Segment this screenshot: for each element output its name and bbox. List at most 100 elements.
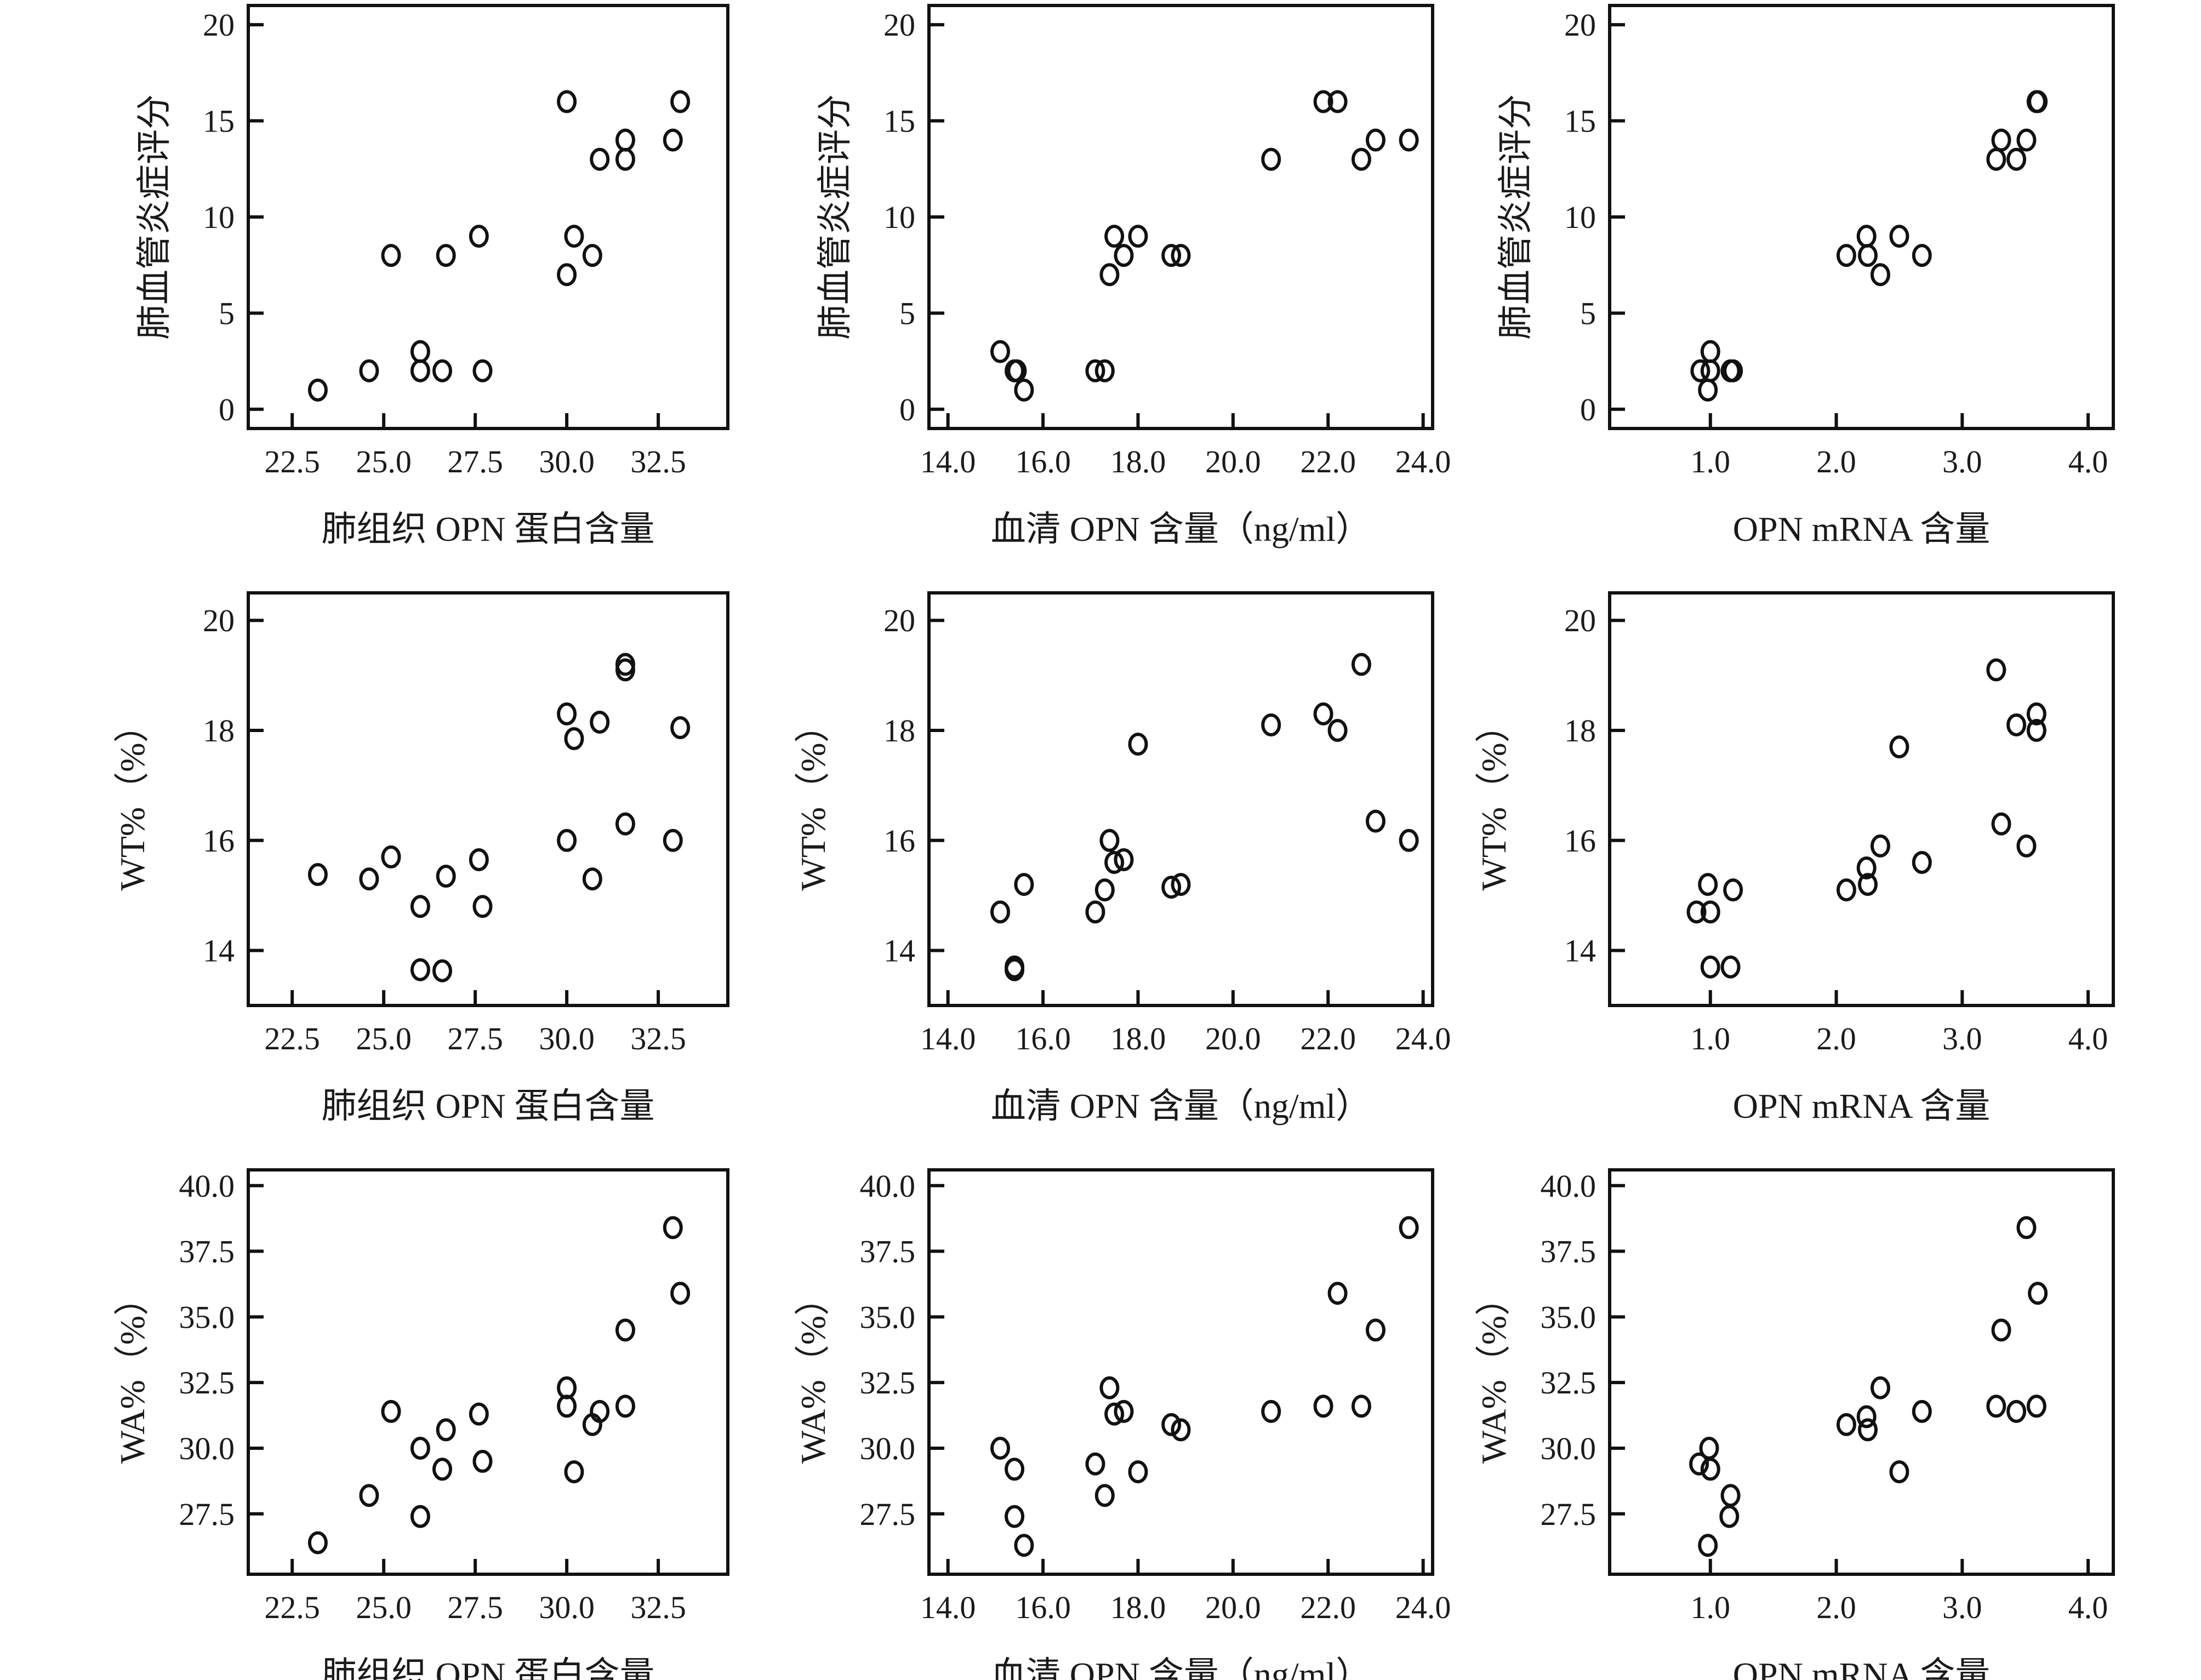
y-tick-label: 35.0 [860,1299,916,1335]
scatter-panel-9: 1.0 2.0 3.0 4.0 27.5 30.0 32.5 35.0 37.5 40.0 OPN … [1474,1168,2115,1680]
data-point [1399,828,1419,852]
x-tick-label: 22.0 [1301,1021,1356,1056]
data-point [469,848,489,871]
data-point [469,1402,489,1426]
x-tick-label: 24.0 [1395,1590,1451,1625]
x-tick-label: 27.5 [447,1590,503,1625]
data-point [1856,856,1877,879]
x-tick-label: 14.0 [920,1590,976,1625]
data-point [2026,719,2046,742]
data-point [1365,128,1385,152]
data-point [1857,873,1878,896]
x-tick-label: 1.0 [1691,1021,1731,1056]
data-point [472,895,493,918]
plot-frame [1608,4,2115,430]
data-point [472,1449,493,1473]
data-point [1836,244,1856,267]
y-axis-title: WA%（%） [1474,1281,1513,1464]
y-axis-title: WT%（%） [794,707,832,890]
x-tick-label: 1.0 [1691,1590,1731,1625]
data-point [359,1484,379,1507]
data-point [557,1395,577,1418]
data-point [1365,1318,1385,1342]
data-point [381,1399,401,1423]
data-point [1700,955,1720,979]
x-axis-title: 血清 OPN 含量（ng/ml） [991,1087,1371,1125]
x-tick-label: 18.0 [1110,444,1166,479]
plot-frame [1608,1168,2115,1576]
data-point [670,90,691,113]
y-axis-title: WT%（%） [113,707,152,890]
data-point [1351,1395,1371,1418]
data-point [1991,812,2011,836]
data-point [1014,1534,1034,1557]
y-tick-label: 20 [883,603,915,638]
data-point [1085,900,1105,924]
x-tick-label: 18.0 [1110,1590,1166,1625]
x-tick-label: 30.0 [539,1021,595,1056]
data-point [2016,128,2037,152]
data-point [381,244,401,267]
y-tick-label: 35.0 [1541,1299,1596,1335]
data-point [1700,359,1720,382]
data-point [1870,1376,1890,1399]
y-tick-label: 16 [883,823,915,859]
x-tick-label: 4.0 [2068,444,2108,479]
data-point [1161,244,1182,267]
y-tick-label: 35.0 [179,1299,235,1335]
plot-frame [1608,591,2115,1007]
data-point [1007,359,1027,382]
data-point [1399,1216,1419,1239]
data-point [432,959,453,982]
data-point [990,900,1011,924]
data-point [1313,1395,1333,1418]
data-point [557,263,577,287]
data-point [557,702,577,725]
data-point [1720,955,1741,979]
data-point [1699,1436,1719,1460]
data-point [564,1460,584,1484]
y-tick-label: 30.0 [1541,1431,1596,1466]
scatter-panel-1: 22.5 25.0 27.5 30.0 32.5 0 5 10 15 20 肺组织 OPN 蛋白含量… [135,4,729,548]
data-point [1094,1484,1115,1507]
x-tick-label: 3.0 [1942,444,1982,479]
data-point [1128,1460,1148,1484]
y-tick-label: 5 [219,295,235,331]
x-axis-title: 肺组织 OPN 蛋白含量 [321,1655,654,1680]
x-tick-label: 22.5 [264,1590,320,1625]
y-tick-label: 16 [1564,823,1596,859]
data-point [2028,90,2048,113]
data-point [1986,658,2006,682]
y-tick-label: 40.0 [1541,1168,1596,1204]
data-point [1128,225,1148,248]
data-point [1085,359,1105,382]
x-tick-label: 22.0 [1301,1590,1356,1625]
data-point [1912,1399,1932,1423]
data-point [410,1505,430,1528]
plot-frame [247,591,729,1007]
data-point [1351,653,1371,676]
data-point [2006,713,2027,736]
x-tick-label: 25.0 [356,1590,412,1625]
y-tick-label: 37.5 [860,1234,916,1270]
data-point [1261,147,1281,171]
data-point [410,958,430,981]
data-point [1698,378,1718,402]
x-tick-label: 16.0 [1015,1021,1071,1056]
data-point [1912,244,1932,267]
data-point [2026,1395,2046,1418]
data-point [582,867,602,891]
y-axis-title: 肺血管炎症评分 [816,94,854,340]
x-tick-label: 22.5 [264,444,320,479]
y-tick-label: 32.5 [1541,1365,1596,1401]
y-tick-label: 18 [203,713,235,748]
y-tick-label: 27.5 [1541,1496,1596,1532]
y-tick-label: 18 [883,713,915,748]
y-tick-label: 0 [899,392,915,427]
y-tick-label: 14 [883,933,915,969]
data-point [1889,735,1909,759]
data-point [590,710,610,734]
data-point [1161,1413,1182,1436]
x-tick-label: 30.0 [539,1590,595,1625]
data-point [436,244,456,267]
